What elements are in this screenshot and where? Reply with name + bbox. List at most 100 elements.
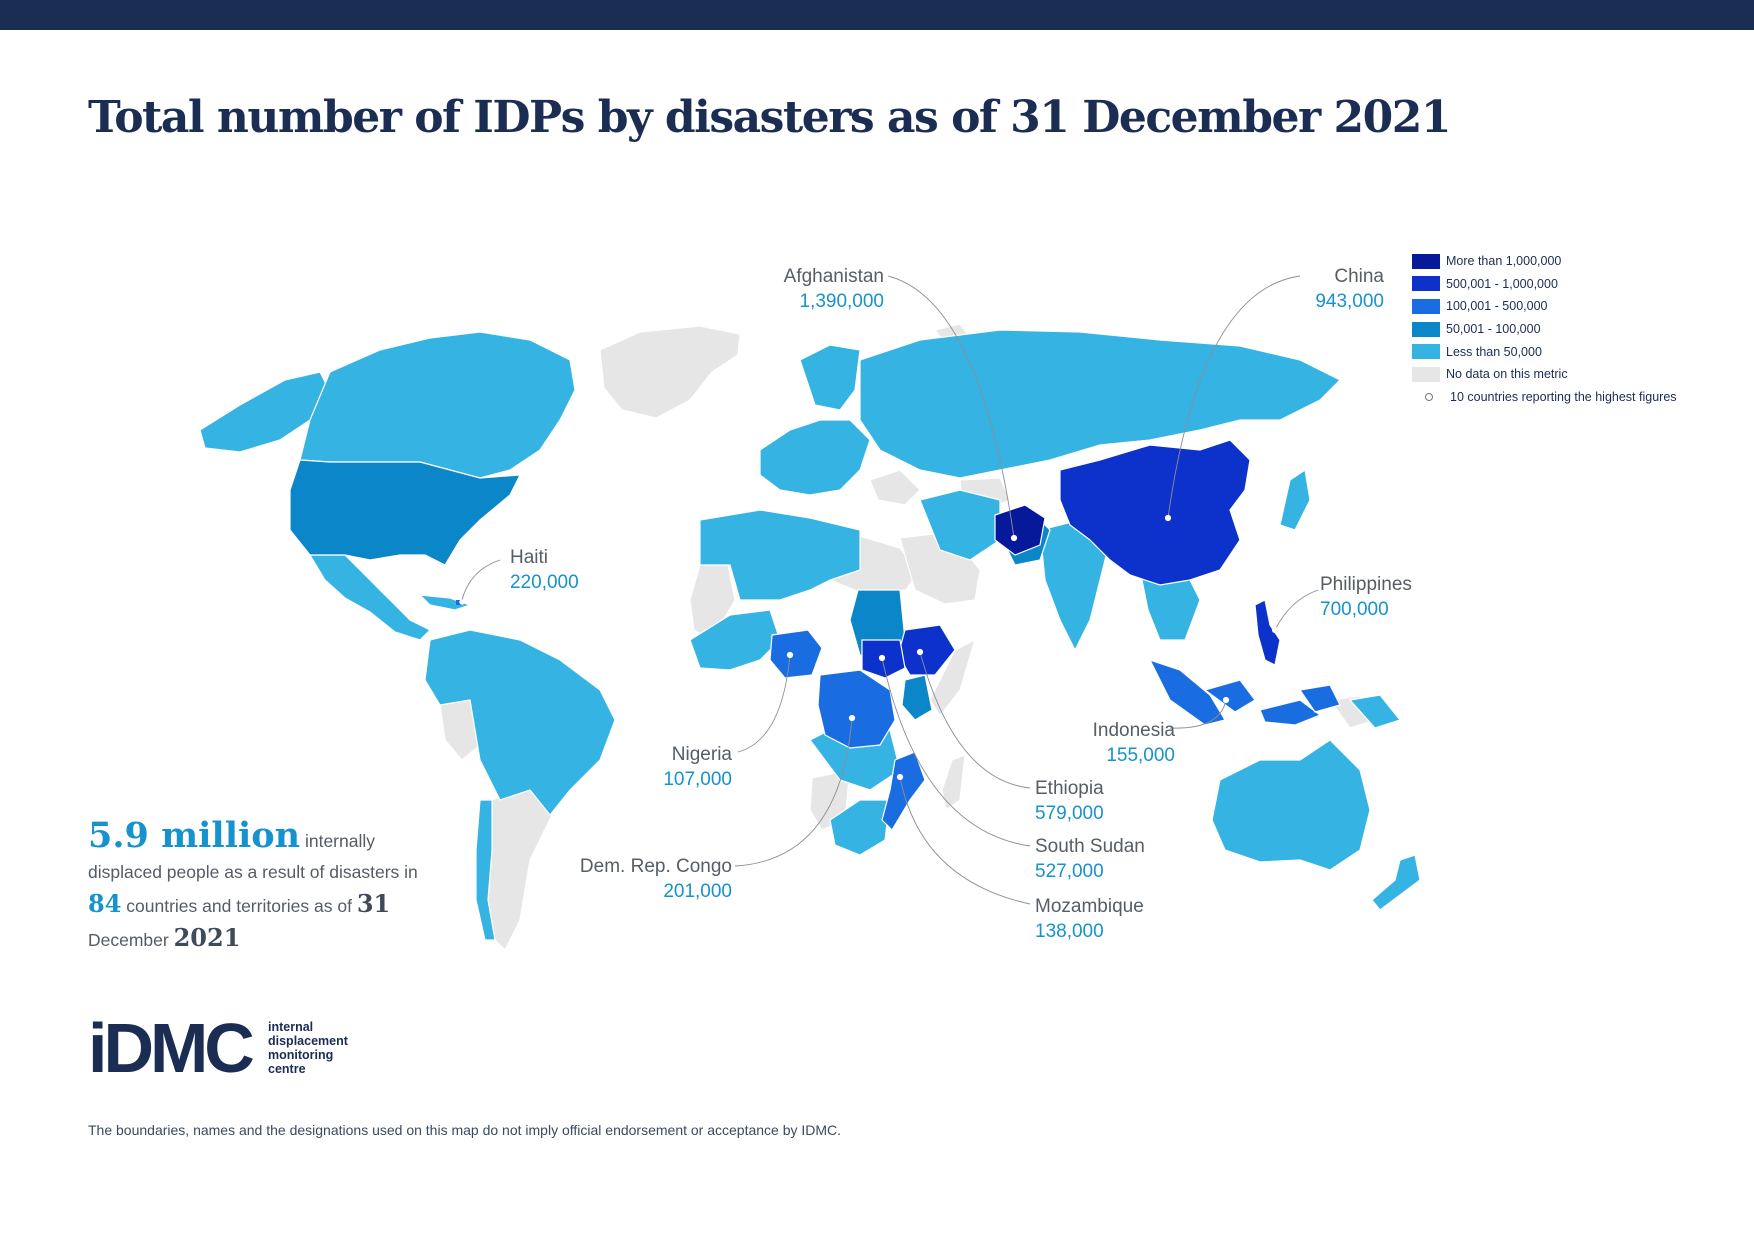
legend-item: Less than 50,000 [1412,340,1677,363]
legend-label: 500,001 - 1,000,000 [1446,276,1558,291]
europe [759,419,871,496]
logo-line: internal [268,1020,314,1034]
dot-indonesia [1222,696,1230,704]
mexico-central-america [308,554,432,641]
leader-haiti [461,559,501,601]
legend-swatch [1412,276,1440,292]
callout-name: Philippines [1320,574,1412,595]
callout-ethiopia: Ethiopia 579,000 [1035,776,1104,826]
south-america-north [424,629,616,816]
callout-value: 201,000 [663,881,732,902]
legend-swatch [1412,321,1440,337]
legend-label: 10 countries reporting the highest figur… [1450,389,1677,404]
legend-item: No data on this metric [1412,363,1677,386]
callout-haiti: Haiti 220,000 [510,545,579,595]
legend-swatch [1412,366,1440,382]
callout-value: 220,000 [510,572,579,593]
callout-value: 579,000 [1035,803,1104,824]
page-title: Total number of IDPs by disasters as of … [88,92,1451,143]
leader-afghanistan [887,275,1015,539]
logo-line: monitoring [268,1048,334,1062]
leader-south-sudan [881,657,1031,847]
callout-value: 138,000 [1035,921,1104,942]
summary-text: 5.9 million internally displaced people … [88,818,448,956]
callout-philippines: Philippines 700,000 [1320,572,1412,622]
callout-name: Ethiopia [1035,778,1104,799]
callout-china: China 943,000 [1290,264,1384,314]
callout-value: 700,000 [1320,599,1389,620]
new-zealand [1371,854,1421,911]
callout-value: 107,000 [663,769,732,790]
legend: More than 1,000,000 500,001 - 1,000,000 … [1412,250,1677,408]
callout-name: Indonesia [1092,720,1175,741]
leader-drc [734,717,853,867]
scandinavia [799,344,861,411]
callout-value: 943,000 [1315,291,1384,312]
summary-big-number: 5.9 million [88,815,301,856]
leader-philippines [1274,589,1319,631]
legend-item: 10 countries reporting the highest figur… [1412,386,1677,409]
callout-mozambique: Mozambique 138,000 [1035,894,1144,944]
south-africa [829,799,891,856]
legend-label: No data on this metric [1446,367,1568,382]
caribbean [418,594,472,611]
legend-item: 100,001 - 500,000 [1412,295,1677,318]
callout-name: South Sudan [1035,836,1145,857]
summary-part1: internally displaced people as a result … [88,831,418,882]
callout-name: Afghanistan [783,266,884,287]
callout-afghanistan: Afghanistan 1,390,000 [740,264,884,314]
leader-nigeria [737,654,791,753]
logo-line: displacement [268,1034,348,1048]
leader-ethiopia [919,651,1031,789]
dot-ethiopia [916,648,924,656]
madagascar [941,754,966,812]
idmc-logo: iDMC internal displacement monitoring ce… [88,1009,348,1087]
united-states [289,459,522,566]
nigeria [769,629,823,679]
callout-south-sudan: South Sudan 527,000 [1035,834,1145,884]
top-bar [0,0,1754,30]
greenland [599,325,741,419]
legend-item: 500,001 - 1,000,000 [1412,273,1677,296]
legend-item: 50,001 - 100,000 [1412,318,1677,341]
kenya [901,674,933,721]
callout-drc: Dem. Rep. Congo 201,000 [540,854,732,904]
callout-indonesia: Indonesia 155,000 [1030,718,1175,768]
leader-china [1167,275,1301,519]
summary-month: December [88,930,169,950]
callout-name: Mozambique [1035,896,1144,917]
legend-swatch [1412,344,1440,360]
callout-name: China [1334,266,1384,287]
logo-line: centre [268,1062,306,1076]
summary-year: 2021 [173,923,241,952]
legend-swatch [1412,298,1440,314]
legend-label: 100,001 - 500,000 [1446,299,1548,314]
callout-value: 1,390,000 [799,291,884,312]
logo-mark: iDMC [88,1009,255,1087]
callout-nigeria: Nigeria 107,000 [630,742,732,792]
japan [1279,468,1311,531]
chile [475,799,496,941]
afghanistan [994,504,1046,556]
indonesia [1148,658,1341,726]
callout-value: 527,000 [1035,861,1104,882]
callout-name: Nigeria [671,744,732,765]
dot-mozambique [896,773,904,781]
legend-label: More than 1,000,000 [1446,254,1562,269]
dot-afghanistan [1010,534,1018,542]
callout-value: 155,000 [1106,745,1175,766]
dot-marker-icon [1425,392,1433,401]
dot-haiti [459,599,465,605]
dot-south-sudan [878,654,886,662]
north-africa [699,509,861,601]
legend-label: Less than 50,000 [1446,344,1542,359]
dot-drc [848,714,856,722]
russia [859,329,1342,479]
logo-text: internal displacement monitoring centre [268,1020,348,1076]
australia [1211,739,1371,871]
summary-part2: countries and territories as of [126,896,352,916]
haiti-marker [456,600,462,605]
summary-day: 31 [356,889,391,918]
dot-philippines [1271,626,1279,634]
legend-label: 50,001 - 100,000 [1446,322,1541,337]
